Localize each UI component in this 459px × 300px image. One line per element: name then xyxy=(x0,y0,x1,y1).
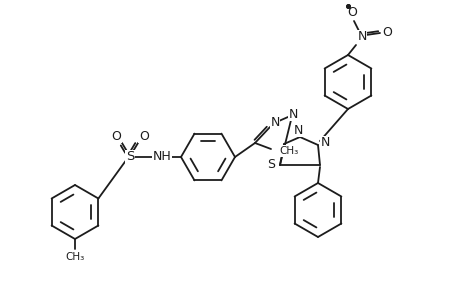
Text: CH₃: CH₃ xyxy=(65,252,84,262)
Text: N: N xyxy=(319,136,329,149)
Text: O: O xyxy=(111,130,121,142)
Text: O: O xyxy=(139,130,149,142)
Text: NH: NH xyxy=(152,151,171,164)
Text: CH₃: CH₃ xyxy=(279,146,297,156)
Text: N: N xyxy=(357,31,366,44)
Text: O: O xyxy=(346,7,356,20)
Text: S: S xyxy=(126,151,134,164)
Text: S: S xyxy=(266,158,274,172)
Text: N: N xyxy=(270,116,279,130)
Text: N: N xyxy=(293,124,302,136)
Text: N: N xyxy=(288,107,297,121)
Text: O: O xyxy=(381,26,391,38)
